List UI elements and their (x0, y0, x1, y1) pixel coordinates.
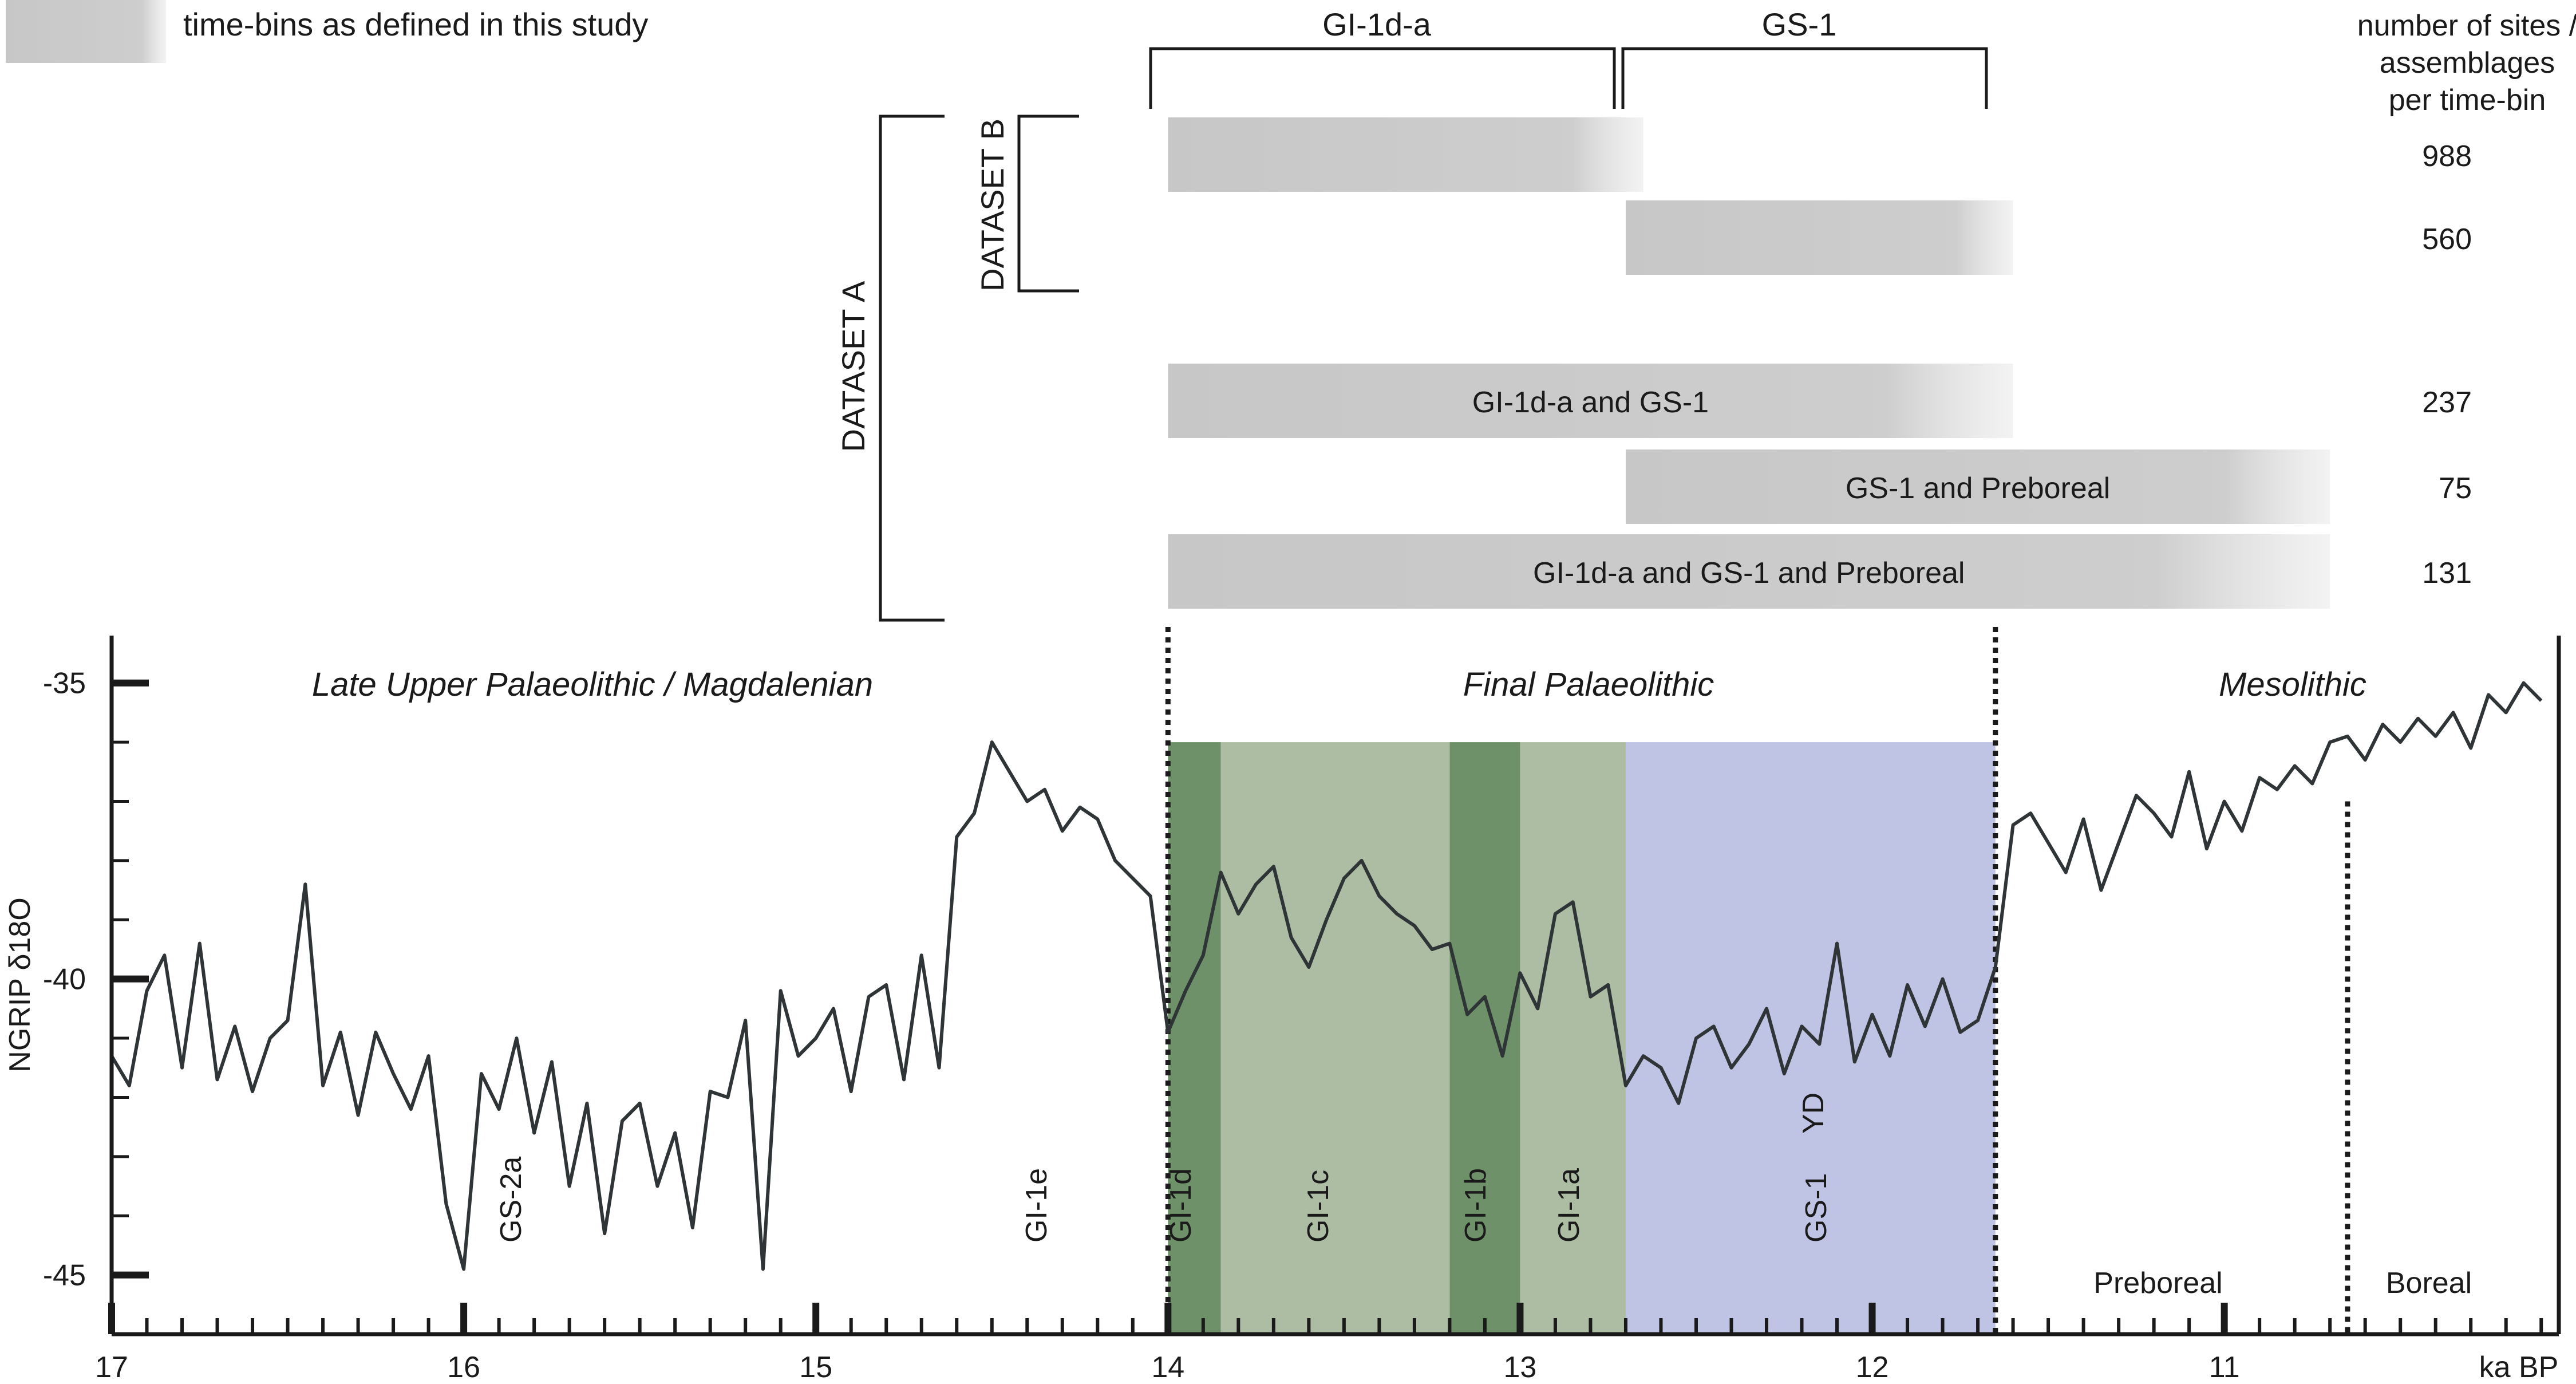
time-bin-bar (1625, 449, 2330, 524)
event-label-gi1e: GI-1e (1020, 1168, 1053, 1243)
event-label-gi1a: GI-1a (1552, 1168, 1586, 1243)
dataset-a-label: DATASET A (835, 281, 871, 452)
time-bin-label: GS-1 and Preboreal (1846, 472, 2111, 505)
period-label-mesolithic: Mesolithic (2219, 666, 2366, 703)
count-header-line1: number of sites / (2357, 9, 2576, 42)
x-tick-label: 11 (2209, 1351, 2240, 1384)
dataset-b-label: DATASET B (974, 119, 1010, 291)
x-tick-label: 17 (95, 1351, 128, 1384)
period-label-magdalenian: Late Upper Palaeolithic / Magdalenian (312, 666, 873, 703)
x-tick-label: 12 (1856, 1351, 1889, 1384)
ngrip-series-line (110, 681, 2543, 1271)
time-bin-count: 237 (2422, 386, 2472, 419)
gs1-top-label: GS-1 (1762, 6, 1837, 42)
event-label-yd: YD (1797, 1093, 1830, 1134)
time-bin-count: 560 (2422, 223, 2472, 256)
climate-interval-shading (1168, 742, 1996, 1334)
time-bin-bars: 988 560 GI-1d-a and GS-1 237 GS-1 and Prebor… (1168, 117, 2472, 609)
time-bin-bar (1168, 364, 2013, 438)
gi1da-top-bracket (1149, 47, 1616, 109)
event-label-preboreal: Preboreal (2093, 1267, 2222, 1300)
event-label-gs2a: GS-2a (495, 1157, 528, 1243)
shaded-interval (1168, 742, 1221, 1334)
time-bin-bar (1168, 534, 2330, 609)
dataset-a-bracket (879, 115, 945, 622)
gs1-top-bracket (1621, 47, 1988, 109)
x-tick-label: 13 (1504, 1351, 1537, 1384)
chart-axes: -35 -40 -45 17 16 15 14 13 12 11 ka BP NGRIP δ18O (3, 636, 2561, 1384)
time-bin-bar (1625, 200, 2013, 275)
x-tick-label: 14 (1151, 1351, 1184, 1384)
y-tick-label: -35 (43, 667, 86, 700)
legend-label: time-bins as defined in this study (183, 6, 648, 42)
time-bin-count: 131 (2422, 557, 2472, 590)
time-bin-label: GI-1d-a and GS-1 and Preboreal (1533, 557, 1965, 590)
shaded-interval (1449, 742, 1520, 1334)
x-axis-label: ka BP (2479, 1351, 2559, 1384)
period-label-final-palaeolithic: Final Palaeolithic (1463, 666, 1714, 703)
time-bin-label: GI-1d-a and GS-1 (1472, 386, 1709, 419)
time-bin-count: 988 (2422, 140, 2472, 173)
dataset-b-bracket (1017, 115, 1079, 293)
x-tick-label: 16 (447, 1351, 480, 1384)
event-label-gs1: GS-1 (1800, 1173, 1833, 1243)
ngrip-curve (110, 681, 2543, 1271)
y-tick-label: -45 (43, 1259, 86, 1292)
legend-swatch (6, 0, 166, 63)
count-header-line2: assemblages (2380, 46, 2555, 80)
gi1da-top-label: GI-1d-a (1322, 6, 1432, 42)
time-bin-count: 75 (2439, 472, 2472, 505)
period-boundaries (1165, 627, 2350, 1334)
event-label-gi1d: GI-1d (1164, 1168, 1198, 1243)
y-axis-label: NGRIP δ18O (3, 897, 37, 1072)
count-header-line3: per time-bin (2389, 84, 2546, 117)
time-bin-bar (1168, 117, 1643, 192)
x-tick-label: 15 (799, 1351, 832, 1384)
event-label-boreal: Boreal (2386, 1267, 2472, 1300)
event-label-gi1c: GI-1c (1302, 1170, 1335, 1243)
shaded-interval (1220, 742, 1450, 1334)
shaded-interval (1625, 742, 1996, 1334)
shaded-interval (1520, 742, 1626, 1334)
event-label-gi1b: GI-1b (1459, 1168, 1492, 1243)
y-tick-label: -40 (43, 963, 86, 996)
